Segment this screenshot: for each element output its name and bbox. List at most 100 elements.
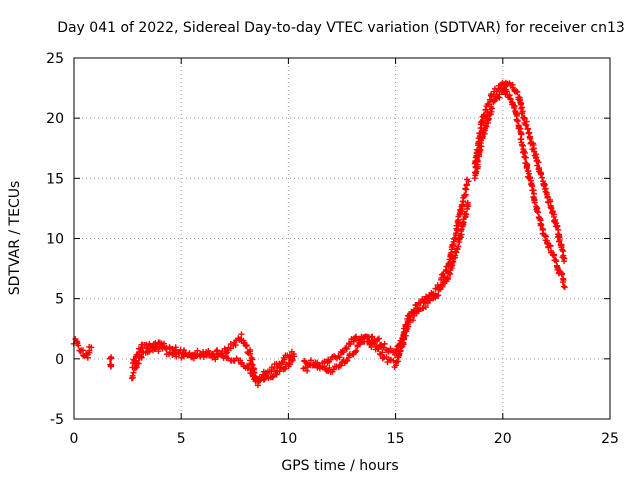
data-point-marker bbox=[518, 136, 525, 143]
data-point-marker bbox=[343, 345, 350, 352]
data-point-marker bbox=[493, 88, 500, 95]
data-point-marker bbox=[544, 193, 551, 200]
data-point-marker bbox=[487, 96, 494, 103]
data-point-marker bbox=[537, 171, 544, 178]
data-point-marker bbox=[180, 347, 187, 354]
data-point-marker bbox=[146, 348, 153, 355]
y-tick-label: 5 bbox=[55, 292, 64, 308]
data-point-marker bbox=[243, 342, 250, 349]
data-point-marker bbox=[249, 361, 256, 368]
data-point-marker bbox=[559, 246, 566, 253]
data-point-marker bbox=[247, 366, 254, 373]
y-tick-label: 0 bbox=[55, 352, 64, 368]
data-point-marker bbox=[340, 349, 347, 356]
data-point-marker bbox=[381, 340, 388, 347]
data-point-marker bbox=[409, 317, 416, 324]
data-point-marker bbox=[397, 348, 404, 355]
data-point-marker bbox=[261, 375, 268, 382]
data-point-marker bbox=[519, 142, 526, 149]
data-point-marker bbox=[554, 223, 561, 230]
data-point-marker bbox=[205, 347, 212, 354]
data-point-marker bbox=[134, 351, 141, 358]
data-point-marker bbox=[286, 361, 293, 368]
data-point-marker bbox=[75, 342, 82, 349]
data-point-marker bbox=[163, 346, 170, 353]
data-point-marker bbox=[448, 249, 455, 256]
chart-title: Day 041 of 2022, Sidereal Day-to-day VTE… bbox=[57, 20, 625, 36]
data-point-marker bbox=[274, 364, 281, 371]
data-point-marker bbox=[290, 350, 297, 357]
y-tick-label: 20 bbox=[46, 111, 64, 127]
data-point-marker bbox=[344, 357, 351, 364]
data-point-marker bbox=[129, 372, 136, 379]
data-point-marker bbox=[281, 356, 288, 363]
data-point-marker bbox=[138, 354, 145, 361]
data-point-marker bbox=[221, 345, 228, 352]
data-point-marker bbox=[353, 333, 360, 340]
data-point-marker bbox=[558, 271, 565, 278]
data-point-marker bbox=[444, 275, 451, 282]
data-point-marker bbox=[88, 344, 95, 351]
data-point-marker bbox=[336, 354, 343, 361]
data-point-marker bbox=[463, 211, 470, 218]
data-point-marker bbox=[365, 334, 372, 341]
data-point-marker bbox=[507, 96, 514, 103]
data-point-marker bbox=[287, 354, 294, 361]
data-point-marker bbox=[440, 272, 447, 279]
data-point-marker bbox=[488, 105, 495, 112]
data-point-marker bbox=[522, 154, 529, 161]
data-point-marker bbox=[238, 359, 245, 366]
data-point-marker bbox=[473, 168, 480, 175]
data-point-marker bbox=[465, 178, 472, 185]
data-point-marker bbox=[238, 331, 245, 338]
data-point-marker bbox=[346, 340, 353, 347]
data-point-marker bbox=[135, 360, 142, 367]
data-point-marker bbox=[375, 335, 382, 342]
x-tick-label: 5 bbox=[177, 431, 186, 447]
data-point-marker bbox=[455, 216, 462, 223]
data-point-marker bbox=[107, 355, 114, 362]
data-point-marker bbox=[560, 283, 567, 290]
data-point-marker bbox=[511, 105, 518, 112]
data-point-marker bbox=[214, 347, 221, 354]
x-tick-label: 0 bbox=[70, 431, 79, 447]
data-point-marker bbox=[270, 365, 277, 372]
data-point-marker bbox=[462, 185, 469, 192]
data-point-marker bbox=[534, 208, 541, 215]
data-point-marker bbox=[553, 258, 560, 265]
data-point-marker bbox=[484, 109, 491, 116]
x-tick-label: 25 bbox=[601, 431, 619, 447]
data-point-marker bbox=[523, 122, 530, 129]
data-point-marker bbox=[130, 369, 137, 376]
data-point-marker bbox=[556, 236, 563, 243]
data-point-marker bbox=[375, 345, 382, 352]
data-point-marker bbox=[471, 175, 478, 182]
data-point-marker bbox=[143, 341, 150, 348]
data-point-marker bbox=[347, 341, 354, 348]
x-axis-label: GPS time / hours bbox=[281, 458, 398, 474]
data-point-marker bbox=[393, 346, 400, 353]
data-point-marker bbox=[237, 336, 244, 343]
data-point-marker bbox=[535, 159, 542, 166]
data-point-marker bbox=[351, 334, 358, 341]
data-point-marker bbox=[247, 350, 254, 357]
data-point-marker bbox=[400, 336, 407, 343]
data-point-marker bbox=[477, 130, 484, 137]
data-point-marker bbox=[561, 258, 568, 265]
data-point-marker bbox=[465, 203, 472, 210]
data-point-marker bbox=[308, 357, 315, 364]
y-axis-label: SDTVAR / TECUs bbox=[7, 181, 23, 296]
data-point-marker bbox=[531, 199, 538, 206]
data-point-marker bbox=[554, 265, 561, 272]
data-point-marker bbox=[86, 349, 93, 356]
data-point-marker bbox=[513, 88, 520, 95]
data-point-marker bbox=[435, 292, 442, 299]
data-point-marker bbox=[138, 345, 145, 352]
data-point-marker bbox=[524, 125, 531, 132]
data-point-marker bbox=[330, 366, 337, 373]
y-tick-label: 25 bbox=[46, 51, 64, 67]
y-tick-label: 10 bbox=[46, 232, 64, 248]
data-point-marker bbox=[160, 340, 167, 347]
data-point-marker bbox=[173, 353, 180, 360]
